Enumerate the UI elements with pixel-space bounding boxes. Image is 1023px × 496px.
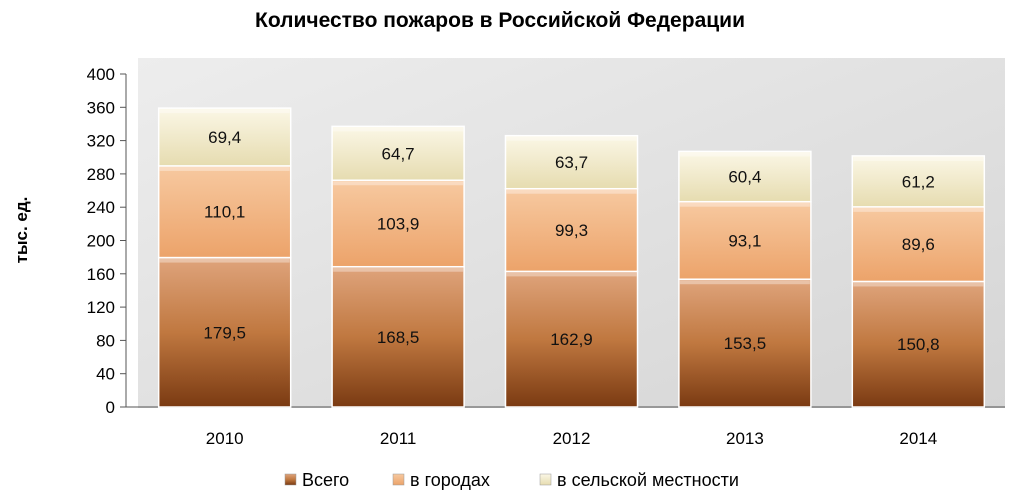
y-axis-label: тыс. ед.: [12, 197, 31, 264]
data-labels: 179,5 110,1 69,4 168,5 103,9 64,7 162,9 99,3 63,…: [203, 128, 939, 354]
data-label: 168,5: [377, 328, 420, 347]
legend-swatch: [392, 473, 405, 486]
data-label: 64,7: [382, 144, 415, 163]
legend-label: в городах: [410, 470, 490, 490]
data-label: 179,5: [203, 323, 246, 342]
bar-segment: [504, 134, 639, 190]
legend: Всего в городах в сельской местности: [284, 470, 739, 490]
y-tick-label: 120: [87, 298, 115, 317]
bar-segment: [504, 187, 639, 273]
bar-segment: [851, 206, 986, 283]
bar-segment-highlight: [853, 156, 984, 161]
y-tick-label: 280: [87, 165, 115, 184]
bar-segment-highlight: [159, 109, 290, 114]
bars: [157, 107, 986, 408]
y-tick-label: 320: [87, 132, 115, 151]
bar-segment-highlight: [679, 152, 810, 157]
legend-label: в сельской местности: [557, 470, 739, 490]
data-label: 150,8: [897, 335, 940, 354]
bar-segment: [851, 280, 986, 408]
bar-segment-highlight: [333, 181, 464, 186]
y-tick-label: 80: [96, 331, 115, 350]
chart-title: Количество пожаров в Российской Федераци…: [255, 9, 745, 32]
data-label: 60,4: [728, 168, 761, 187]
bar-segment-highlight: [506, 189, 637, 194]
bar-segment: [504, 270, 639, 408]
bar-segment-highlight: [506, 136, 637, 141]
x-tick-label: 2013: [726, 429, 764, 448]
data-label: 110,1: [204, 203, 245, 222]
bar-segment: [678, 278, 812, 408]
bar-segment: [331, 265, 465, 408]
x-tick-label: 2011: [380, 429, 417, 448]
data-label: 153,5: [724, 334, 767, 353]
data-label: 69,4: [208, 128, 241, 147]
data-label: 162,9: [550, 330, 593, 349]
y-axis: 0 40 80 120 160 200 240 280 320 360 400: [87, 65, 127, 417]
bar-segment-highlight: [853, 207, 984, 212]
bar-segment-highlight: [853, 282, 984, 287]
y-tick-label: 400: [87, 65, 115, 84]
bar-segment: [851, 155, 986, 208]
bar-segment-highlight: [679, 280, 810, 285]
x-tick-labels: 2010 2011 2012 2013 2014: [206, 429, 937, 448]
bar-segment: [678, 200, 812, 280]
y-tick-label: 200: [87, 232, 115, 251]
legend-swatch: [284, 473, 297, 486]
y-tick-label: 160: [87, 265, 115, 284]
bar-segment-highlight: [159, 166, 290, 171]
data-label: 63,7: [555, 153, 588, 172]
x-tick-label: 2010: [206, 429, 244, 448]
bar-segment: [331, 125, 465, 181]
legend-label: Всего: [302, 470, 349, 490]
data-label: 89,6: [902, 235, 935, 254]
y-tick-label: 360: [87, 98, 115, 117]
bar-segment: [157, 107, 292, 167]
bar-segment-highlight: [506, 272, 637, 277]
data-label: 103,9: [377, 214, 420, 233]
bar-segment: [678, 150, 812, 203]
data-label: 99,3: [555, 221, 588, 240]
x-tick-label: 2012: [553, 429, 591, 448]
bar-segment-highlight: [679, 202, 810, 207]
bar-segment: [157, 256, 292, 408]
bar-segment-highlight: [333, 127, 464, 132]
y-tick-label: 240: [87, 198, 115, 217]
legend-swatch: [539, 473, 552, 486]
y-tick-label: 0: [106, 398, 115, 417]
data-label: 93,1: [728, 231, 761, 250]
data-label: 61,2: [902, 172, 935, 191]
bar-segment-highlight: [159, 258, 290, 263]
x-tick-label: 2014: [899, 429, 937, 448]
y-tick-label: 40: [96, 365, 115, 384]
bar-segment: [331, 179, 465, 268]
bar-segment-highlight: [333, 267, 464, 272]
